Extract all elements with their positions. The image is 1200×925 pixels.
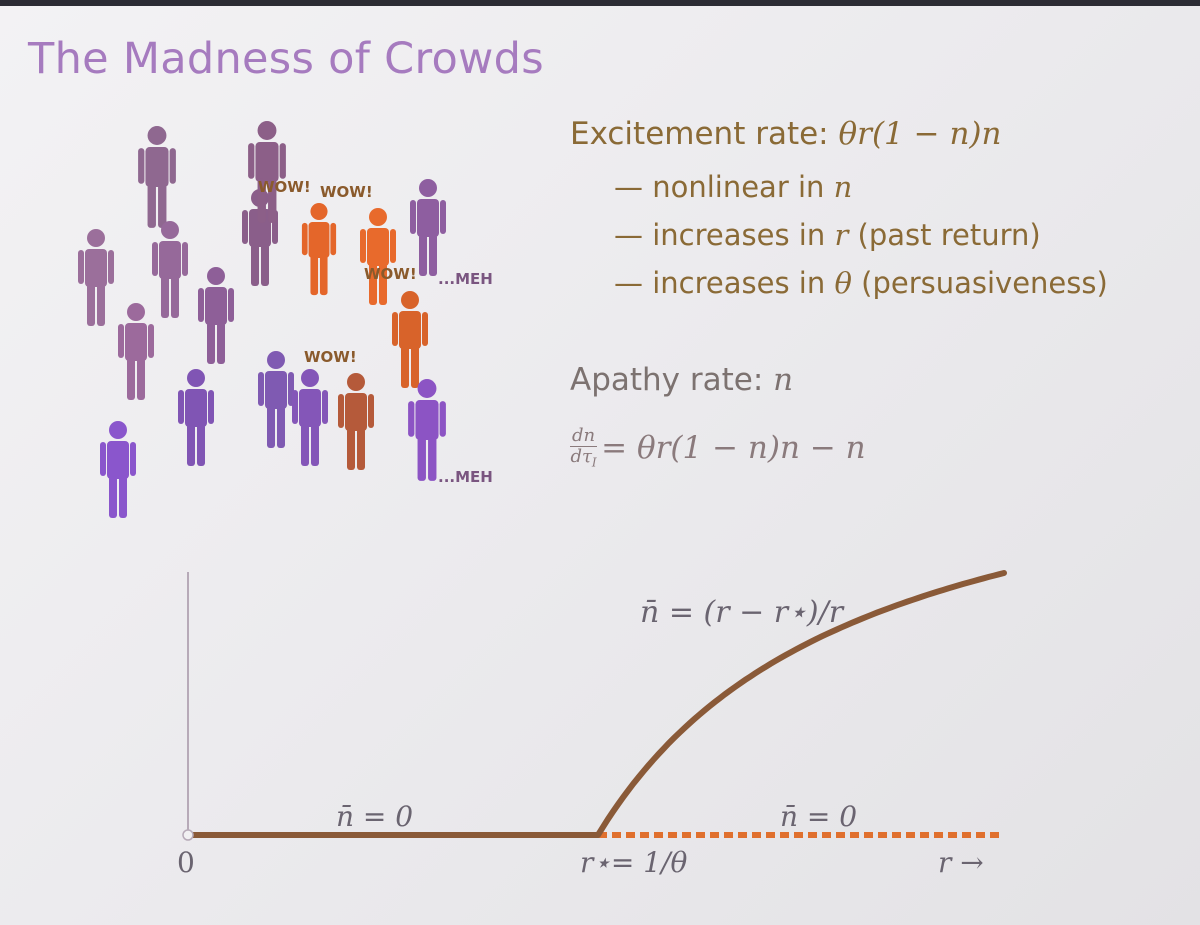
excitement-rate-line: Excitement rate: θr(1 − n)n (570, 116, 1002, 152)
speech-meh: ...MEH (438, 468, 493, 486)
person-figure (138, 126, 176, 228)
person-figure (258, 351, 294, 448)
bullet-text: increases in (652, 218, 835, 252)
person-figure (100, 421, 136, 518)
crowd-illustration: WOW! WOW! WOW! WOW! ...MEH ...MEH (60, 110, 530, 530)
speech-wow: WOW! (364, 265, 417, 283)
speech-wow: WOW! (320, 183, 373, 201)
ode-denominator: dτI (570, 447, 597, 473)
bullet-symbol: n (833, 170, 853, 204)
person-figure (248, 121, 286, 223)
bullet-text: nonlinear in (652, 170, 834, 204)
critical-tick-label: r⋆= 1/θ (580, 846, 688, 879)
person-figure (118, 303, 154, 400)
ode-fraction: dn dτI (570, 425, 598, 473)
bullet-suffix: (past return) (848, 218, 1041, 252)
person-figure (360, 208, 396, 305)
speech-wow: WOW! (258, 178, 311, 196)
bullet-dash: — (614, 170, 643, 204)
excitement-formula: θr(1 − n)n (838, 116, 1002, 152)
stable-upper-branch (595, 570, 1007, 838)
ode-numerator: dn (570, 425, 598, 447)
ode-rhs: = θr(1 − n)n − n (601, 429, 866, 466)
ode-equation: dn dτI = θr(1 − n)n − n (570, 426, 866, 473)
top-border (0, 0, 1200, 6)
apathy-formula: n (773, 362, 794, 398)
bullet-suffix: (persuasiveness) (851, 266, 1108, 300)
bullet-dash: — (614, 266, 643, 300)
person-figure (178, 369, 214, 466)
apathy-label: Apathy rate: (570, 362, 764, 398)
bullet-nonlinear: — nonlinear in n (614, 170, 852, 204)
bullet-symbol: r (834, 218, 849, 252)
origin-tick-label: 0 (177, 846, 195, 879)
person-figure (301, 202, 337, 296)
person-figure (198, 267, 234, 364)
person-figure (408, 379, 446, 481)
apathy-rate-line: Apathy rate: n (570, 362, 793, 398)
bullet-symbol: θ (834, 266, 852, 300)
excitement-label: Excitement rate: (570, 116, 829, 152)
right-branch-label: n̄ = 0 (780, 800, 857, 833)
speech-meh: ...MEH (438, 270, 493, 288)
ode-subscript: I (591, 455, 597, 470)
axis-label: r → (938, 846, 984, 879)
person-figure (152, 221, 188, 318)
bullet-text: increases in (652, 266, 835, 300)
speech-wow: WOW! (304, 348, 357, 366)
ode-denominator-text: dτ (570, 446, 592, 467)
bullet-dash: — (614, 218, 643, 252)
left-branch-label: n̄ = 0 (336, 800, 413, 833)
person-figure (78, 229, 114, 326)
bullet-increases-r: — increases in r (past return) (614, 218, 1041, 252)
person-figure (410, 179, 446, 276)
origin-marker (182, 829, 194, 841)
slide-title: The Madness of Crowds (28, 34, 544, 84)
person-figure (338, 373, 374, 470)
bullet-increases-theta: — increases in θ (persuasiveness) (614, 266, 1108, 300)
upper-branch-label: n̄ = (r − r⋆)/r (640, 595, 845, 630)
person-figure (292, 369, 328, 466)
person-figure (392, 291, 428, 388)
